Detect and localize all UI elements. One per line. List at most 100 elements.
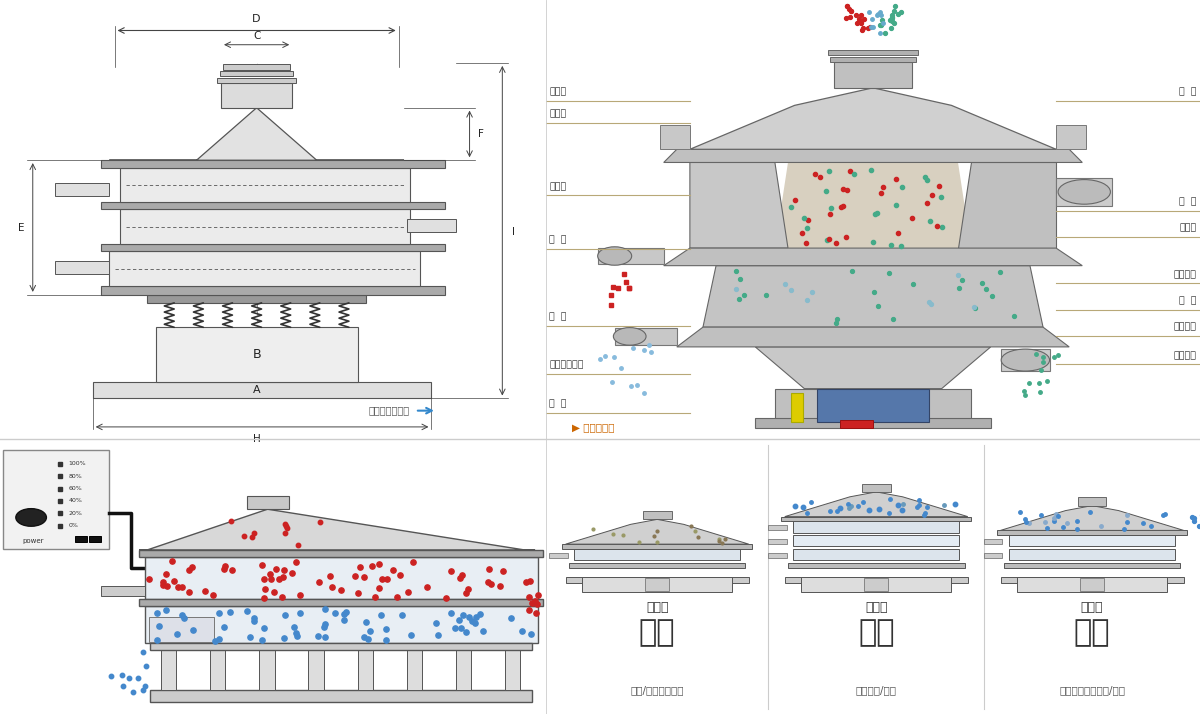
- Text: 20%: 20%: [68, 511, 82, 516]
- Bar: [862, 483, 890, 492]
- Bar: [101, 202, 445, 209]
- Bar: [817, 388, 929, 421]
- Bar: [139, 550, 544, 557]
- Bar: [149, 617, 214, 642]
- Bar: [997, 531, 1187, 535]
- Text: 过滤: 过滤: [858, 618, 894, 648]
- Bar: [840, 421, 874, 428]
- Text: 运输固定螺栓: 运输固定螺栓: [550, 361, 583, 370]
- Bar: [308, 650, 324, 690]
- Bar: [802, 577, 952, 592]
- Bar: [599, 248, 664, 264]
- Bar: [120, 168, 409, 202]
- Bar: [358, 650, 373, 690]
- Bar: [247, 496, 289, 509]
- Bar: [550, 553, 568, 558]
- Bar: [139, 599, 544, 606]
- Bar: [574, 548, 740, 560]
- Bar: [1009, 548, 1175, 560]
- Text: 下部重锤: 下部重锤: [1174, 351, 1196, 360]
- Text: 三层式: 三层式: [865, 601, 888, 614]
- Bar: [793, 521, 959, 533]
- Text: 0%: 0%: [68, 523, 78, 528]
- Text: 双层式: 双层式: [1081, 601, 1103, 614]
- Bar: [148, 295, 366, 303]
- Bar: [791, 393, 803, 421]
- Bar: [221, 84, 292, 108]
- Ellipse shape: [1001, 349, 1050, 371]
- Polygon shape: [775, 163, 971, 248]
- Text: 出料口: 出料口: [550, 182, 566, 191]
- Bar: [788, 563, 965, 568]
- Bar: [407, 650, 422, 690]
- Bar: [101, 286, 445, 295]
- Text: 颗粒/粉末准确分级: 颗粒/粉末准确分级: [630, 685, 684, 695]
- Text: 篩  网: 篩 网: [1180, 88, 1196, 96]
- Bar: [830, 56, 916, 62]
- Bar: [120, 209, 409, 244]
- Polygon shape: [139, 509, 535, 550]
- Text: 防尘盖: 防尘盖: [550, 109, 566, 119]
- Text: F: F: [478, 129, 484, 139]
- Polygon shape: [565, 519, 749, 544]
- Text: 网  架: 网 架: [1180, 197, 1196, 206]
- Bar: [1056, 125, 1086, 149]
- Bar: [2, 450, 109, 549]
- Polygon shape: [690, 163, 788, 248]
- Text: 分级: 分级: [638, 618, 676, 648]
- Ellipse shape: [598, 247, 631, 265]
- Text: 40%: 40%: [68, 498, 82, 503]
- Polygon shape: [677, 327, 1069, 347]
- Polygon shape: [664, 248, 1082, 266]
- Bar: [505, 650, 521, 690]
- Bar: [220, 71, 293, 76]
- Bar: [775, 388, 971, 426]
- Polygon shape: [958, 163, 1056, 248]
- Polygon shape: [703, 266, 1043, 327]
- Bar: [55, 261, 109, 274]
- Bar: [984, 553, 1002, 558]
- Bar: [793, 535, 959, 546]
- Bar: [92, 382, 431, 398]
- Bar: [565, 578, 749, 583]
- Bar: [1056, 178, 1111, 206]
- Bar: [101, 244, 445, 251]
- Text: 除杂: 除杂: [1074, 618, 1110, 648]
- Text: A: A: [253, 386, 260, 396]
- Bar: [89, 536, 101, 542]
- Text: ▶ 结构示意图: ▶ 结构示意图: [572, 423, 614, 433]
- Bar: [101, 586, 145, 595]
- Bar: [614, 328, 677, 345]
- Bar: [407, 218, 456, 232]
- Bar: [1003, 563, 1181, 568]
- Polygon shape: [664, 149, 1082, 163]
- Text: power: power: [22, 538, 43, 544]
- Polygon shape: [785, 492, 968, 517]
- Text: 外形尺寸示意图: 外形尺寸示意图: [368, 406, 409, 416]
- Text: E: E: [18, 223, 24, 233]
- Bar: [55, 183, 109, 196]
- Text: I: I: [512, 227, 515, 237]
- Polygon shape: [690, 88, 1056, 149]
- Polygon shape: [755, 347, 991, 388]
- Bar: [1001, 578, 1183, 583]
- Text: 上部重锤: 上部重锤: [1174, 270, 1196, 279]
- Bar: [145, 606, 538, 643]
- Text: D: D: [252, 14, 260, 24]
- Bar: [101, 160, 445, 168]
- Text: 进料口: 进料口: [550, 88, 566, 96]
- Bar: [643, 511, 672, 519]
- Text: 束  环: 束 环: [550, 236, 566, 245]
- Bar: [755, 418, 991, 428]
- Text: 弹  簧: 弹 簧: [550, 313, 566, 321]
- Text: 篩  盘: 篩 盘: [1180, 296, 1196, 305]
- Bar: [984, 539, 1002, 544]
- Bar: [793, 548, 959, 560]
- Bar: [156, 327, 358, 382]
- Text: 加重块: 加重块: [1180, 223, 1196, 233]
- Ellipse shape: [613, 328, 646, 345]
- Text: 去除异物/结块: 去除异物/结块: [856, 685, 896, 695]
- Polygon shape: [1001, 506, 1183, 531]
- Bar: [1078, 498, 1106, 506]
- Bar: [109, 251, 420, 286]
